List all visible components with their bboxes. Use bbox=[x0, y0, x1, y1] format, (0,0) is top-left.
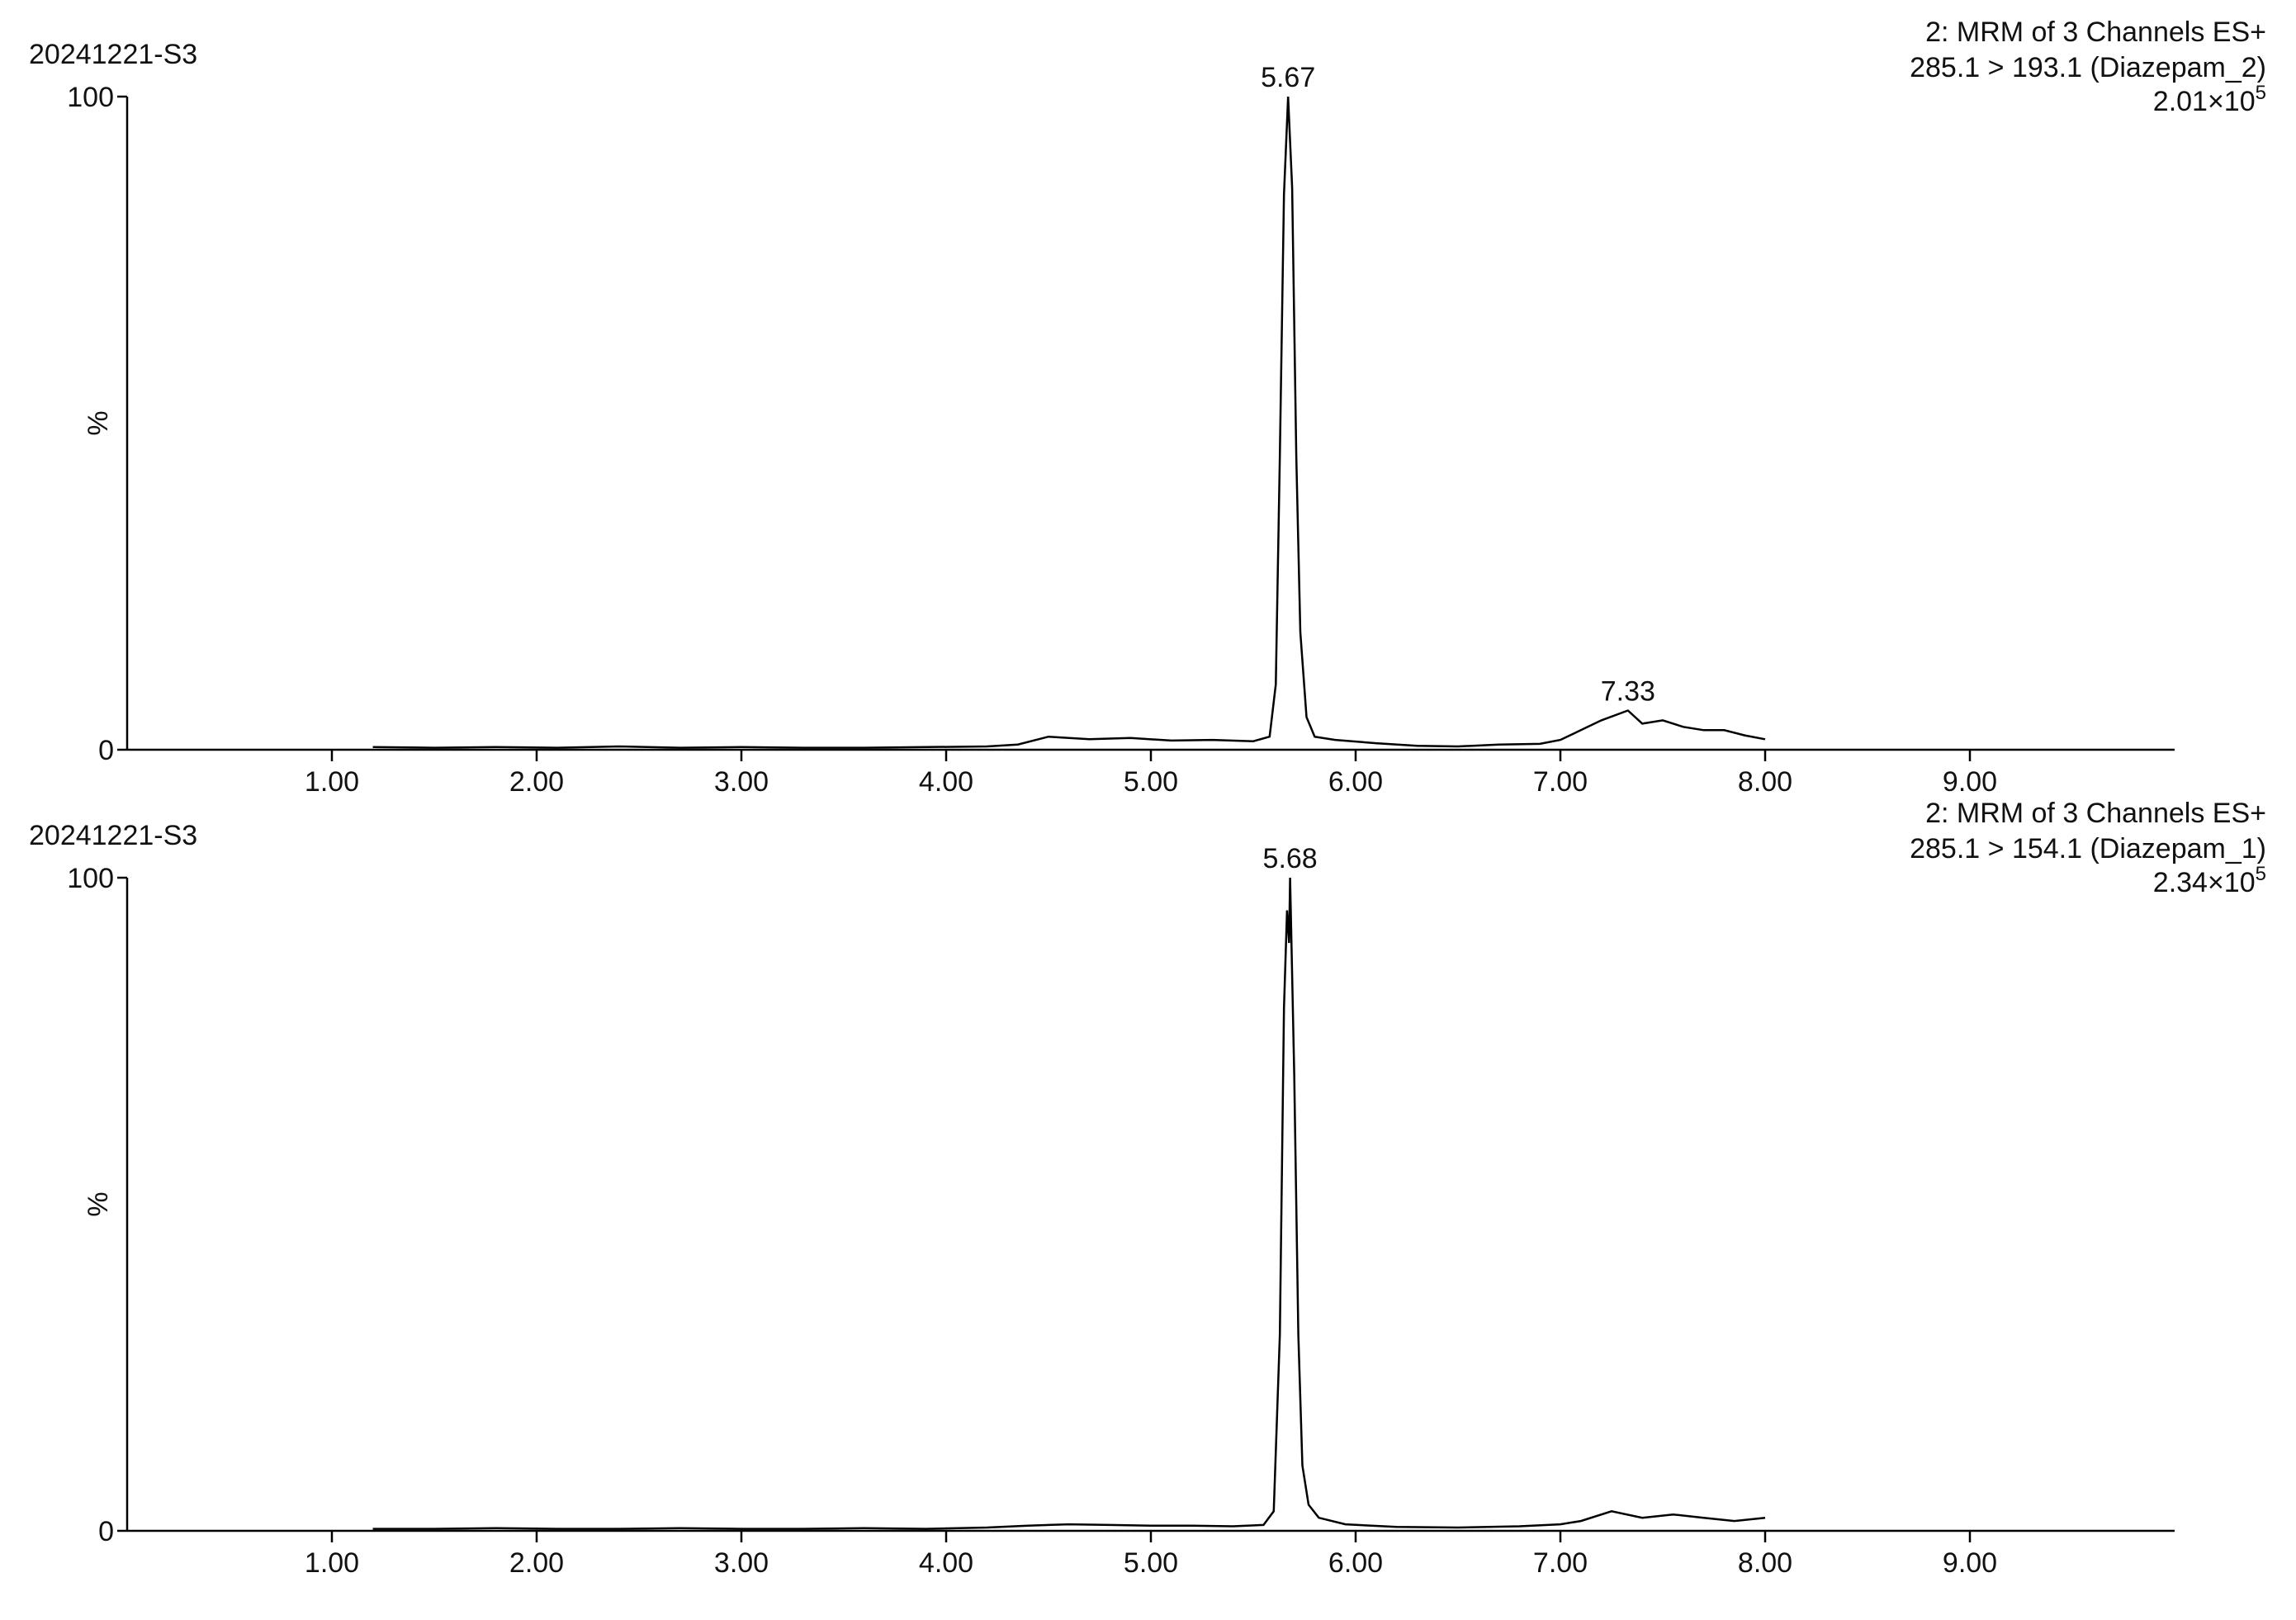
x-tick-label: 9.00 bbox=[1943, 1547, 1997, 1579]
chart-panel: 20241221-S3 2: MRM of 3 Channels ES+ 285.1… bbox=[29, 17, 2266, 798]
x-tick-label: 3.00 bbox=[714, 766, 769, 798]
channel-subtitle: 285.1 > 193.1 (Diazepam_2) bbox=[1910, 52, 2266, 83]
x-tick-label: 3.00 bbox=[714, 1547, 769, 1579]
y-tick-label: 100 bbox=[67, 82, 114, 113]
peak-label: 5.68 bbox=[1263, 843, 1318, 874]
sample-name: 20241221-S3 bbox=[29, 820, 197, 851]
y-axis-label: % bbox=[83, 410, 114, 435]
x-tick-label: 8.00 bbox=[1738, 766, 1792, 798]
x-tick-label: 6.00 bbox=[1328, 766, 1383, 798]
intensity-mantissa: 2.01×10 bbox=[2153, 86, 2256, 117]
x-tick-label: 9.00 bbox=[1943, 766, 1997, 798]
intensity: 2.01×105 bbox=[2153, 82, 2266, 117]
x-tick-label: 5.00 bbox=[1124, 1547, 1178, 1579]
y-tick-label: 0 bbox=[98, 735, 114, 766]
chart-panel: 20241221-S3 2: MRM of 3 Channels ES+ 285.1… bbox=[29, 798, 2266, 1579]
trace bbox=[372, 96, 1766, 749]
y-tick-label: 100 bbox=[67, 863, 114, 894]
channel-subtitle: 285.1 > 154.1 (Diazepam_1) bbox=[1910, 833, 2266, 864]
peak-label: 5.67 bbox=[1261, 62, 1315, 93]
x-tick-label: 6.00 bbox=[1328, 1547, 1383, 1579]
intensity-exponent: 5 bbox=[2256, 863, 2266, 885]
intensity: 2.34×105 bbox=[2153, 863, 2266, 898]
channel-title: 2: MRM of 3 Channels ES+ bbox=[1925, 17, 2266, 48]
x-tick-label: 1.00 bbox=[305, 766, 359, 798]
x-tick-label: 2.00 bbox=[509, 1547, 564, 1579]
x-tick-label: 5.00 bbox=[1124, 766, 1178, 798]
x-tick-label: 4.00 bbox=[919, 1547, 973, 1579]
x-tick-label: 2.00 bbox=[509, 766, 564, 798]
channel-title: 2: MRM of 3 Channels ES+ bbox=[1925, 798, 2266, 829]
y-tick-label: 0 bbox=[98, 1516, 114, 1547]
x-tick-label: 7.00 bbox=[1533, 1547, 1588, 1579]
x-tick-label: 8.00 bbox=[1738, 1547, 1792, 1579]
peak-label: 7.33 bbox=[1601, 676, 1655, 708]
intensity-exponent: 5 bbox=[2256, 82, 2266, 104]
x-tick-label: 7.00 bbox=[1533, 766, 1588, 798]
trace bbox=[372, 877, 1766, 1530]
x-tick-label: 4.00 bbox=[919, 766, 973, 798]
x-tick-label: 1.00 bbox=[305, 1547, 359, 1579]
sample-name: 20241221-S3 bbox=[29, 39, 197, 70]
y-axis-label: % bbox=[83, 1191, 114, 1216]
intensity-mantissa: 2.34×10 bbox=[2153, 867, 2256, 898]
